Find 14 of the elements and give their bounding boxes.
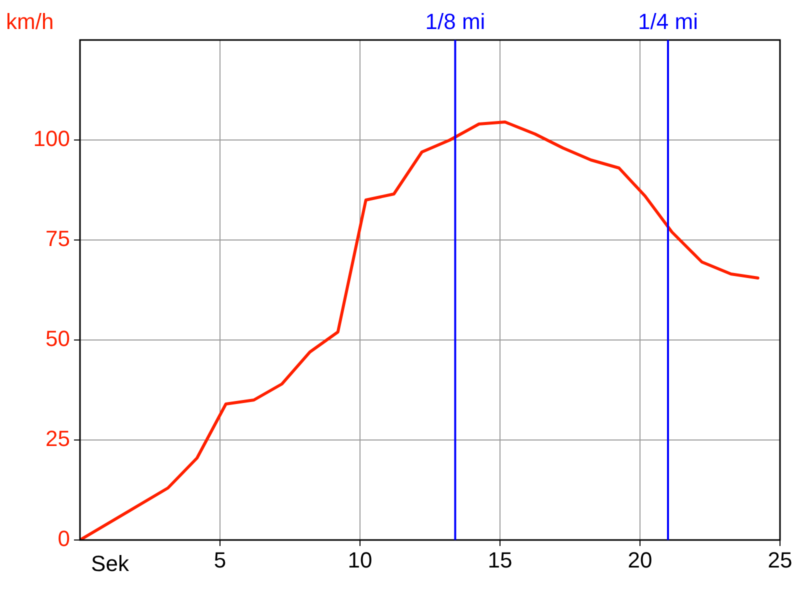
x-tick-label: 25	[768, 547, 792, 572]
y-axis-title: km/h	[6, 9, 54, 34]
x-tick-label: 5	[214, 547, 226, 572]
y-tick-label: 0	[58, 526, 70, 552]
x-tick-label: 15	[488, 547, 512, 572]
ref-line-label: 1/8 mi	[425, 9, 486, 34]
x-tick-label: 20	[628, 547, 652, 572]
y-tick-label: 75	[46, 226, 70, 252]
x-tick-label: 10	[348, 547, 372, 572]
y-tick-label: 25	[46, 426, 70, 452]
y-tick-label: 50	[46, 326, 70, 352]
x-axis-title: Sek	[91, 551, 130, 576]
ref-line-label: 1/4 mi	[638, 9, 698, 34]
y-tick-label: 100	[33, 126, 70, 152]
